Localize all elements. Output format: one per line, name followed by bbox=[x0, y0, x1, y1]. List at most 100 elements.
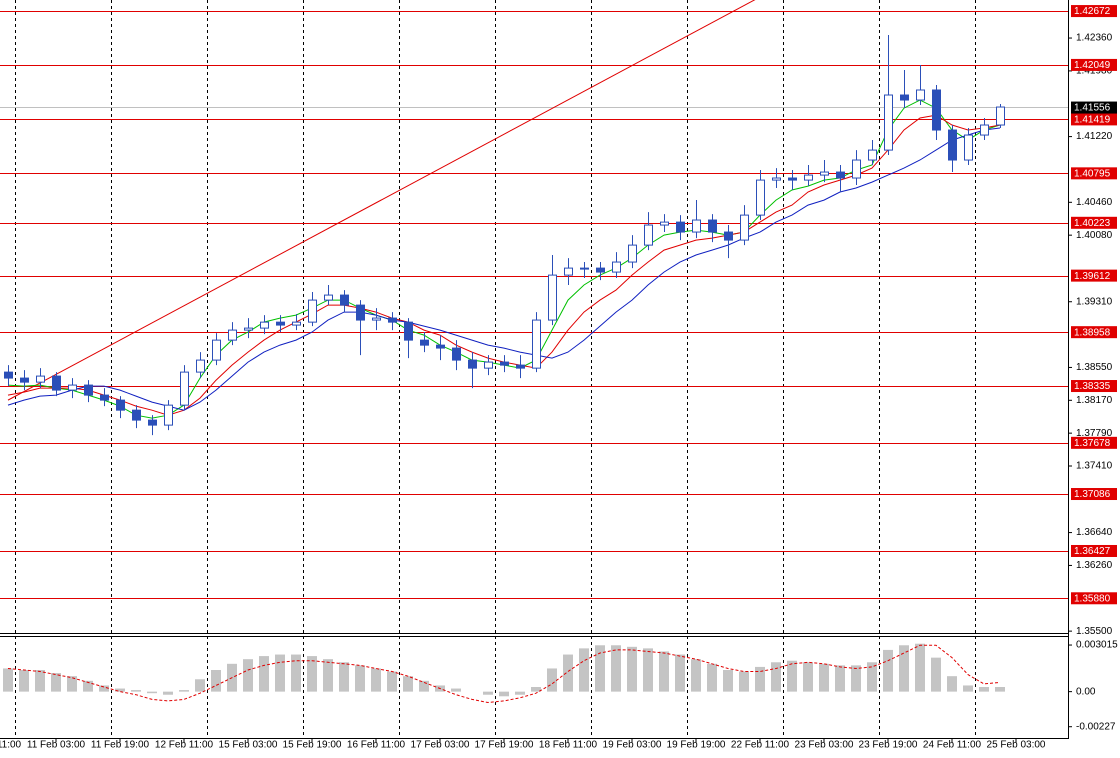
oscillator-bar bbox=[419, 680, 429, 692]
x-tick-label: 17 Feb 03:00 bbox=[411, 740, 470, 751]
level-label-box bbox=[1071, 488, 1117, 501]
candle-body bbox=[212, 339, 221, 361]
oscillator-bar bbox=[371, 668, 381, 692]
y-tick-label: 1.36260 bbox=[1076, 560, 1113, 571]
oscillator-bar bbox=[595, 645, 605, 692]
oscillator-bar bbox=[851, 665, 861, 692]
level-label-box bbox=[1071, 436, 1117, 449]
oscillator-bar bbox=[275, 654, 285, 692]
oscillator-bar bbox=[915, 643, 925, 692]
candle-body bbox=[532, 319, 541, 369]
oscillator-bar bbox=[403, 676, 413, 692]
oscillator-bar bbox=[723, 670, 733, 692]
candle-body bbox=[580, 267, 589, 270]
x-tick-label: 10 Feb 11:00 bbox=[0, 740, 22, 751]
x-tick-label: 19 Feb 03:00 bbox=[603, 740, 662, 751]
oscillator-bar bbox=[739, 671, 749, 692]
level-label-box bbox=[1071, 113, 1117, 126]
level-label-box bbox=[1071, 167, 1117, 180]
candle-body bbox=[228, 329, 237, 341]
level-label: 1.37086 bbox=[1074, 489, 1111, 500]
oscillator-bar bbox=[355, 665, 365, 692]
candle-body bbox=[804, 174, 813, 181]
x-tick-label: 16 Feb 11:00 bbox=[347, 740, 406, 751]
oscillator-bar bbox=[995, 687, 1005, 692]
oscillator-bar bbox=[659, 651, 669, 692]
x-tick-label: 23 Feb 19:00 bbox=[859, 740, 918, 751]
y-tick-label: 1.38170 bbox=[1076, 395, 1113, 406]
candle-body bbox=[932, 89, 941, 131]
price-pane bbox=[0, 0, 1068, 599]
oscillator-bar bbox=[899, 645, 909, 692]
oscillator-bar bbox=[691, 659, 701, 692]
candle-body bbox=[68, 384, 77, 391]
oscillator-bar bbox=[339, 662, 349, 692]
x-tick-label: 18 Feb 11:00 bbox=[539, 740, 598, 751]
level-label-box bbox=[1071, 216, 1117, 229]
candle-body bbox=[996, 106, 1005, 126]
candle-body bbox=[692, 219, 701, 233]
level-label: 1.42672 bbox=[1074, 6, 1111, 17]
oscillator-bar bbox=[963, 685, 973, 692]
candle-body bbox=[548, 274, 557, 321]
candle-body bbox=[596, 267, 605, 273]
candle-body bbox=[868, 149, 877, 161]
x-tick-label: 25 Feb 03:00 bbox=[987, 740, 1046, 751]
oscillator-bar bbox=[771, 662, 781, 692]
candle-body bbox=[644, 224, 653, 246]
oscillator-bar bbox=[643, 648, 653, 692]
x-tick-label: 23 Feb 03:00 bbox=[795, 740, 854, 751]
candle-body bbox=[20, 377, 29, 383]
oscillator-bar bbox=[835, 665, 845, 692]
oscillator-bar bbox=[19, 670, 29, 692]
oscillator-bar bbox=[579, 648, 589, 692]
y-tick-label: 1.40080 bbox=[1076, 230, 1113, 241]
oscillator-bar bbox=[883, 649, 893, 692]
oscillator-bar bbox=[323, 659, 333, 692]
candle-body bbox=[452, 347, 461, 361]
y-tick-label: 1.38550 bbox=[1076, 362, 1113, 373]
level-label-box bbox=[1071, 5, 1117, 18]
oscillator-bar bbox=[819, 663, 829, 692]
y-tick-label: 1.37410 bbox=[1076, 461, 1113, 472]
oscillator-bar bbox=[563, 654, 573, 692]
oscillator-signal bbox=[7, 644, 1001, 704]
oscillator-bar bbox=[83, 680, 93, 692]
oscillator-bar bbox=[611, 645, 621, 692]
candle-body bbox=[36, 375, 45, 383]
oscillator-bar bbox=[867, 662, 877, 692]
osc-y-tick-label: 0.003015 bbox=[1076, 640, 1118, 651]
level-label-box bbox=[1071, 544, 1117, 557]
oscillator-bar bbox=[803, 662, 813, 692]
oscillator-bar bbox=[627, 646, 637, 692]
oscillator-bar bbox=[387, 671, 397, 692]
oscillator-bar bbox=[499, 691, 509, 697]
oscillator-bar bbox=[147, 691, 157, 694]
level-label: 1.39612 bbox=[1074, 271, 1111, 282]
oscillator-bar bbox=[787, 660, 797, 692]
candle-body bbox=[356, 304, 365, 321]
oscillator-bar bbox=[131, 690, 141, 692]
oscillator-bar bbox=[755, 666, 765, 692]
level-label-box bbox=[1071, 592, 1117, 605]
candle-body bbox=[724, 231, 733, 241]
candle-body bbox=[772, 177, 781, 181]
oscillator-bar bbox=[931, 657, 941, 692]
x-tick-label: 12 Feb 11:00 bbox=[155, 740, 214, 751]
oscillator-bar bbox=[515, 691, 525, 695]
oscillator-bar bbox=[51, 673, 61, 692]
y-tick-label: 1.36640 bbox=[1076, 527, 1113, 538]
oscillator-bar bbox=[979, 687, 989, 692]
candle-body bbox=[836, 171, 845, 179]
candle-body bbox=[404, 321, 413, 341]
osc-y-tick-label: 0.00 bbox=[1076, 686, 1096, 697]
candle-body bbox=[100, 394, 109, 401]
x-tick-label: 22 Feb 11:00 bbox=[731, 740, 790, 751]
level-label: 1.38958 bbox=[1074, 327, 1111, 338]
candle-body bbox=[244, 327, 253, 331]
y-tick-label: 1.39310 bbox=[1076, 296, 1113, 307]
candle-body bbox=[148, 419, 157, 426]
candle-body bbox=[916, 89, 925, 101]
